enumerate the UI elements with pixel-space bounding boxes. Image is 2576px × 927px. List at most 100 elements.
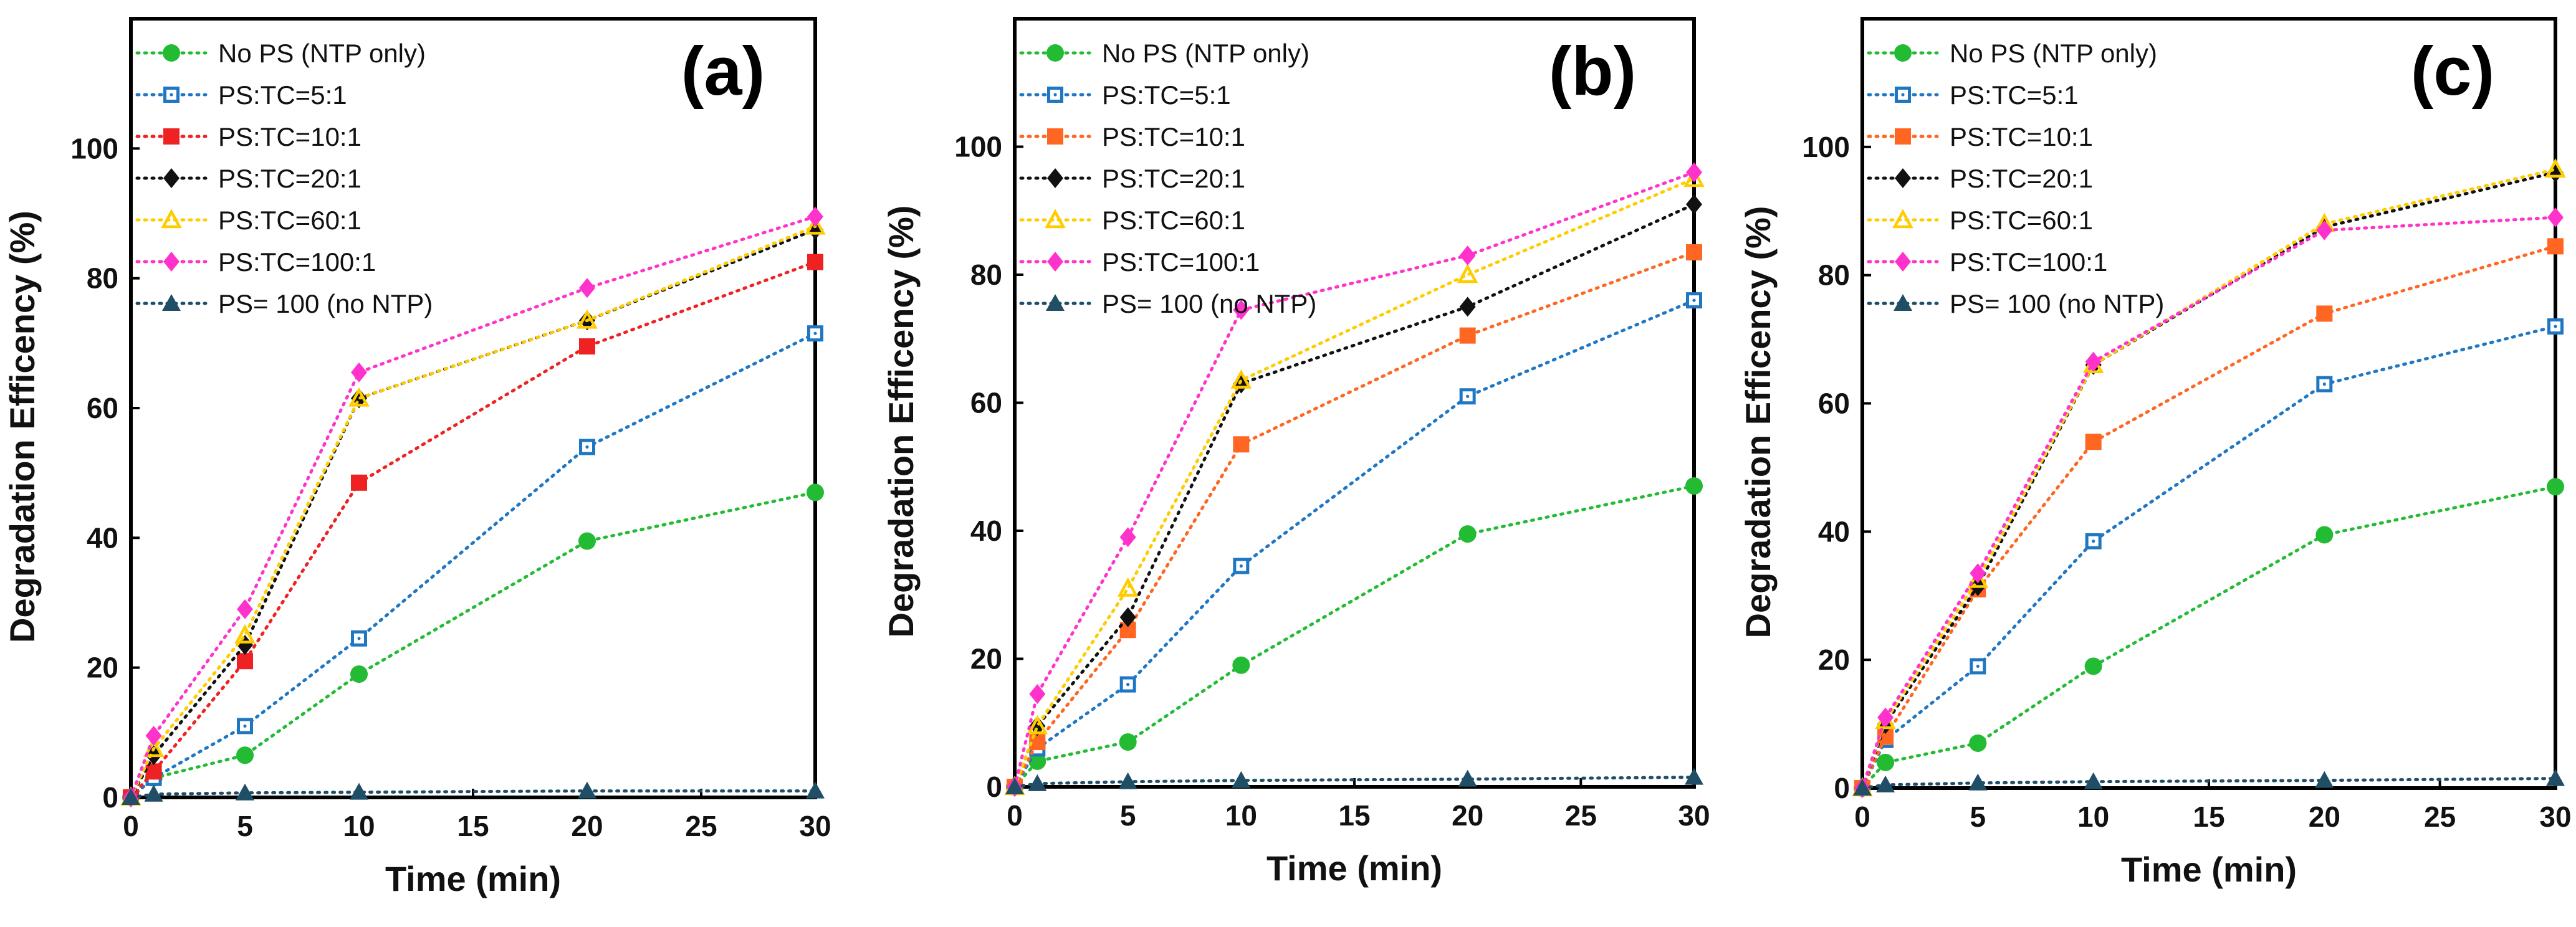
data-point	[1232, 771, 1251, 788]
data-point	[236, 746, 254, 764]
data-point	[351, 630, 367, 647]
series-1	[1007, 292, 1702, 795]
legend-marker	[1892, 209, 1913, 229]
y-tick-label: 80	[87, 262, 118, 295]
legend-marker	[163, 128, 180, 145]
x-tick-label: 25	[685, 810, 717, 842]
y-tick-label: 60	[87, 392, 118, 424]
legend-marker	[1894, 294, 1912, 311]
series-line	[1860, 216, 2557, 790]
legend-entry: No PS (NTP only)	[1102, 39, 1310, 68]
data-point	[1877, 753, 1895, 771]
y-tick-label: 0	[986, 771, 1002, 803]
data-point	[1029, 684, 1046, 705]
y-tick-label: 40	[87, 521, 118, 554]
y-tick-label: 20	[970, 643, 1002, 675]
legend-marker	[1047, 168, 1063, 188]
data-point-dot	[243, 724, 247, 728]
series-line	[1013, 298, 1696, 789]
legend: No PS (NTP only) PS:TC=5:1 PS:TC=10:1 PS:TC…	[1019, 39, 1316, 318]
legend-marker	[1046, 44, 1064, 62]
y-tick-label: 100	[70, 132, 118, 164]
legend: No PS (NTP only) PS:TC=5:1 PS:TC=10:1 PS:TC…	[1867, 39, 2164, 318]
x-tick-label: 5	[237, 810, 253, 842]
data-point	[2085, 434, 2102, 450]
legend-marker	[1895, 168, 1911, 188]
legend-entry: PS:TC=5:1	[1950, 80, 2079, 110]
series-2	[123, 254, 823, 806]
legend-entry: No PS (NTP only)	[1950, 39, 2157, 68]
legend: No PS (NTP only) PS:TC=5:1 PS:TC=10:1 PS:TC…	[135, 39, 433, 318]
data-point-dot	[1239, 564, 1243, 568]
legend-marker	[162, 294, 181, 311]
data-point	[807, 483, 824, 502]
series-line	[129, 260, 817, 799]
data-point	[1458, 769, 1477, 787]
data-point	[351, 474, 367, 491]
data-point	[236, 783, 254, 801]
data-point	[807, 254, 823, 270]
data-point	[2547, 207, 2564, 228]
y-tick-label: 0	[102, 781, 118, 814]
legend-entry: PS:TC=10:1	[218, 122, 362, 151]
data-point	[145, 763, 162, 780]
chart-panel-1: 0 5 10 15 20 25 30 0 20 40 60 80 100 Time (min) Degrad…	[881, 17, 1710, 888]
series-0	[1006, 477, 1703, 796]
data-point	[1970, 563, 1986, 584]
series-1	[123, 325, 823, 806]
data-point	[237, 653, 253, 670]
legend-entry: PS:TC=60:1	[1102, 206, 1245, 235]
x-axis-title: Time (min)	[385, 859, 561, 898]
data-point	[2316, 305, 2333, 322]
y-tick-label: 40	[970, 515, 1002, 547]
data-point	[805, 215, 826, 235]
y-tick-label: 80	[970, 259, 1002, 291]
series-3	[1007, 194, 1702, 797]
legend-marker	[1046, 294, 1065, 311]
data-point	[1230, 369, 1252, 389]
data-point	[1853, 779, 1872, 796]
data-point	[579, 338, 595, 355]
data-point	[579, 439, 595, 455]
data-point	[1683, 168, 1705, 188]
data-point	[1877, 707, 1894, 728]
x-tick-label: 20	[1452, 799, 1483, 832]
data-point	[2316, 376, 2333, 392]
data-point-dot	[357, 637, 361, 640]
legend-marker	[1047, 128, 1063, 145]
data-point	[1233, 558, 1250, 574]
data-point	[2084, 657, 2102, 675]
data-point	[1119, 527, 1136, 548]
data-point	[578, 532, 596, 550]
data-point	[2546, 769, 2565, 786]
data-point	[1685, 768, 1703, 785]
data-point	[144, 784, 163, 802]
series-line	[1860, 485, 2557, 790]
series-line	[1013, 171, 1696, 789]
data-point-dot	[1692, 298, 1696, 302]
series-line	[1860, 777, 2557, 790]
series-line	[129, 331, 817, 799]
x-tick-label: 15	[2193, 801, 2224, 833]
legend-marker	[1047, 252, 1063, 272]
data-point	[578, 781, 596, 799]
data-point	[1686, 162, 1702, 183]
x-axis-title: Time (min)	[2121, 850, 2297, 889]
data-point	[234, 624, 256, 644]
data-point	[1028, 752, 1046, 770]
legend-entry: PS:TC=10:1	[1950, 122, 2093, 151]
x-tick-label: 30	[1678, 799, 1710, 832]
data-point	[2085, 351, 2102, 372]
data-point	[1459, 327, 1476, 344]
legend-entry: PS:TC=5:1	[1102, 80, 1231, 110]
data-point	[577, 309, 598, 329]
panel-label: (c)	[2411, 33, 2494, 110]
series-6	[122, 781, 825, 805]
x-tick-label: 0	[1007, 799, 1023, 832]
legend-entry: PS= 100 (no NTP)	[1102, 289, 1316, 318]
data-point-dot	[2554, 325, 2557, 328]
data-point	[1686, 194, 1702, 214]
data-point	[807, 206, 823, 227]
data-point-dot	[1126, 683, 1130, 687]
legend-entry: PS:TC=60:1	[1950, 206, 2093, 235]
